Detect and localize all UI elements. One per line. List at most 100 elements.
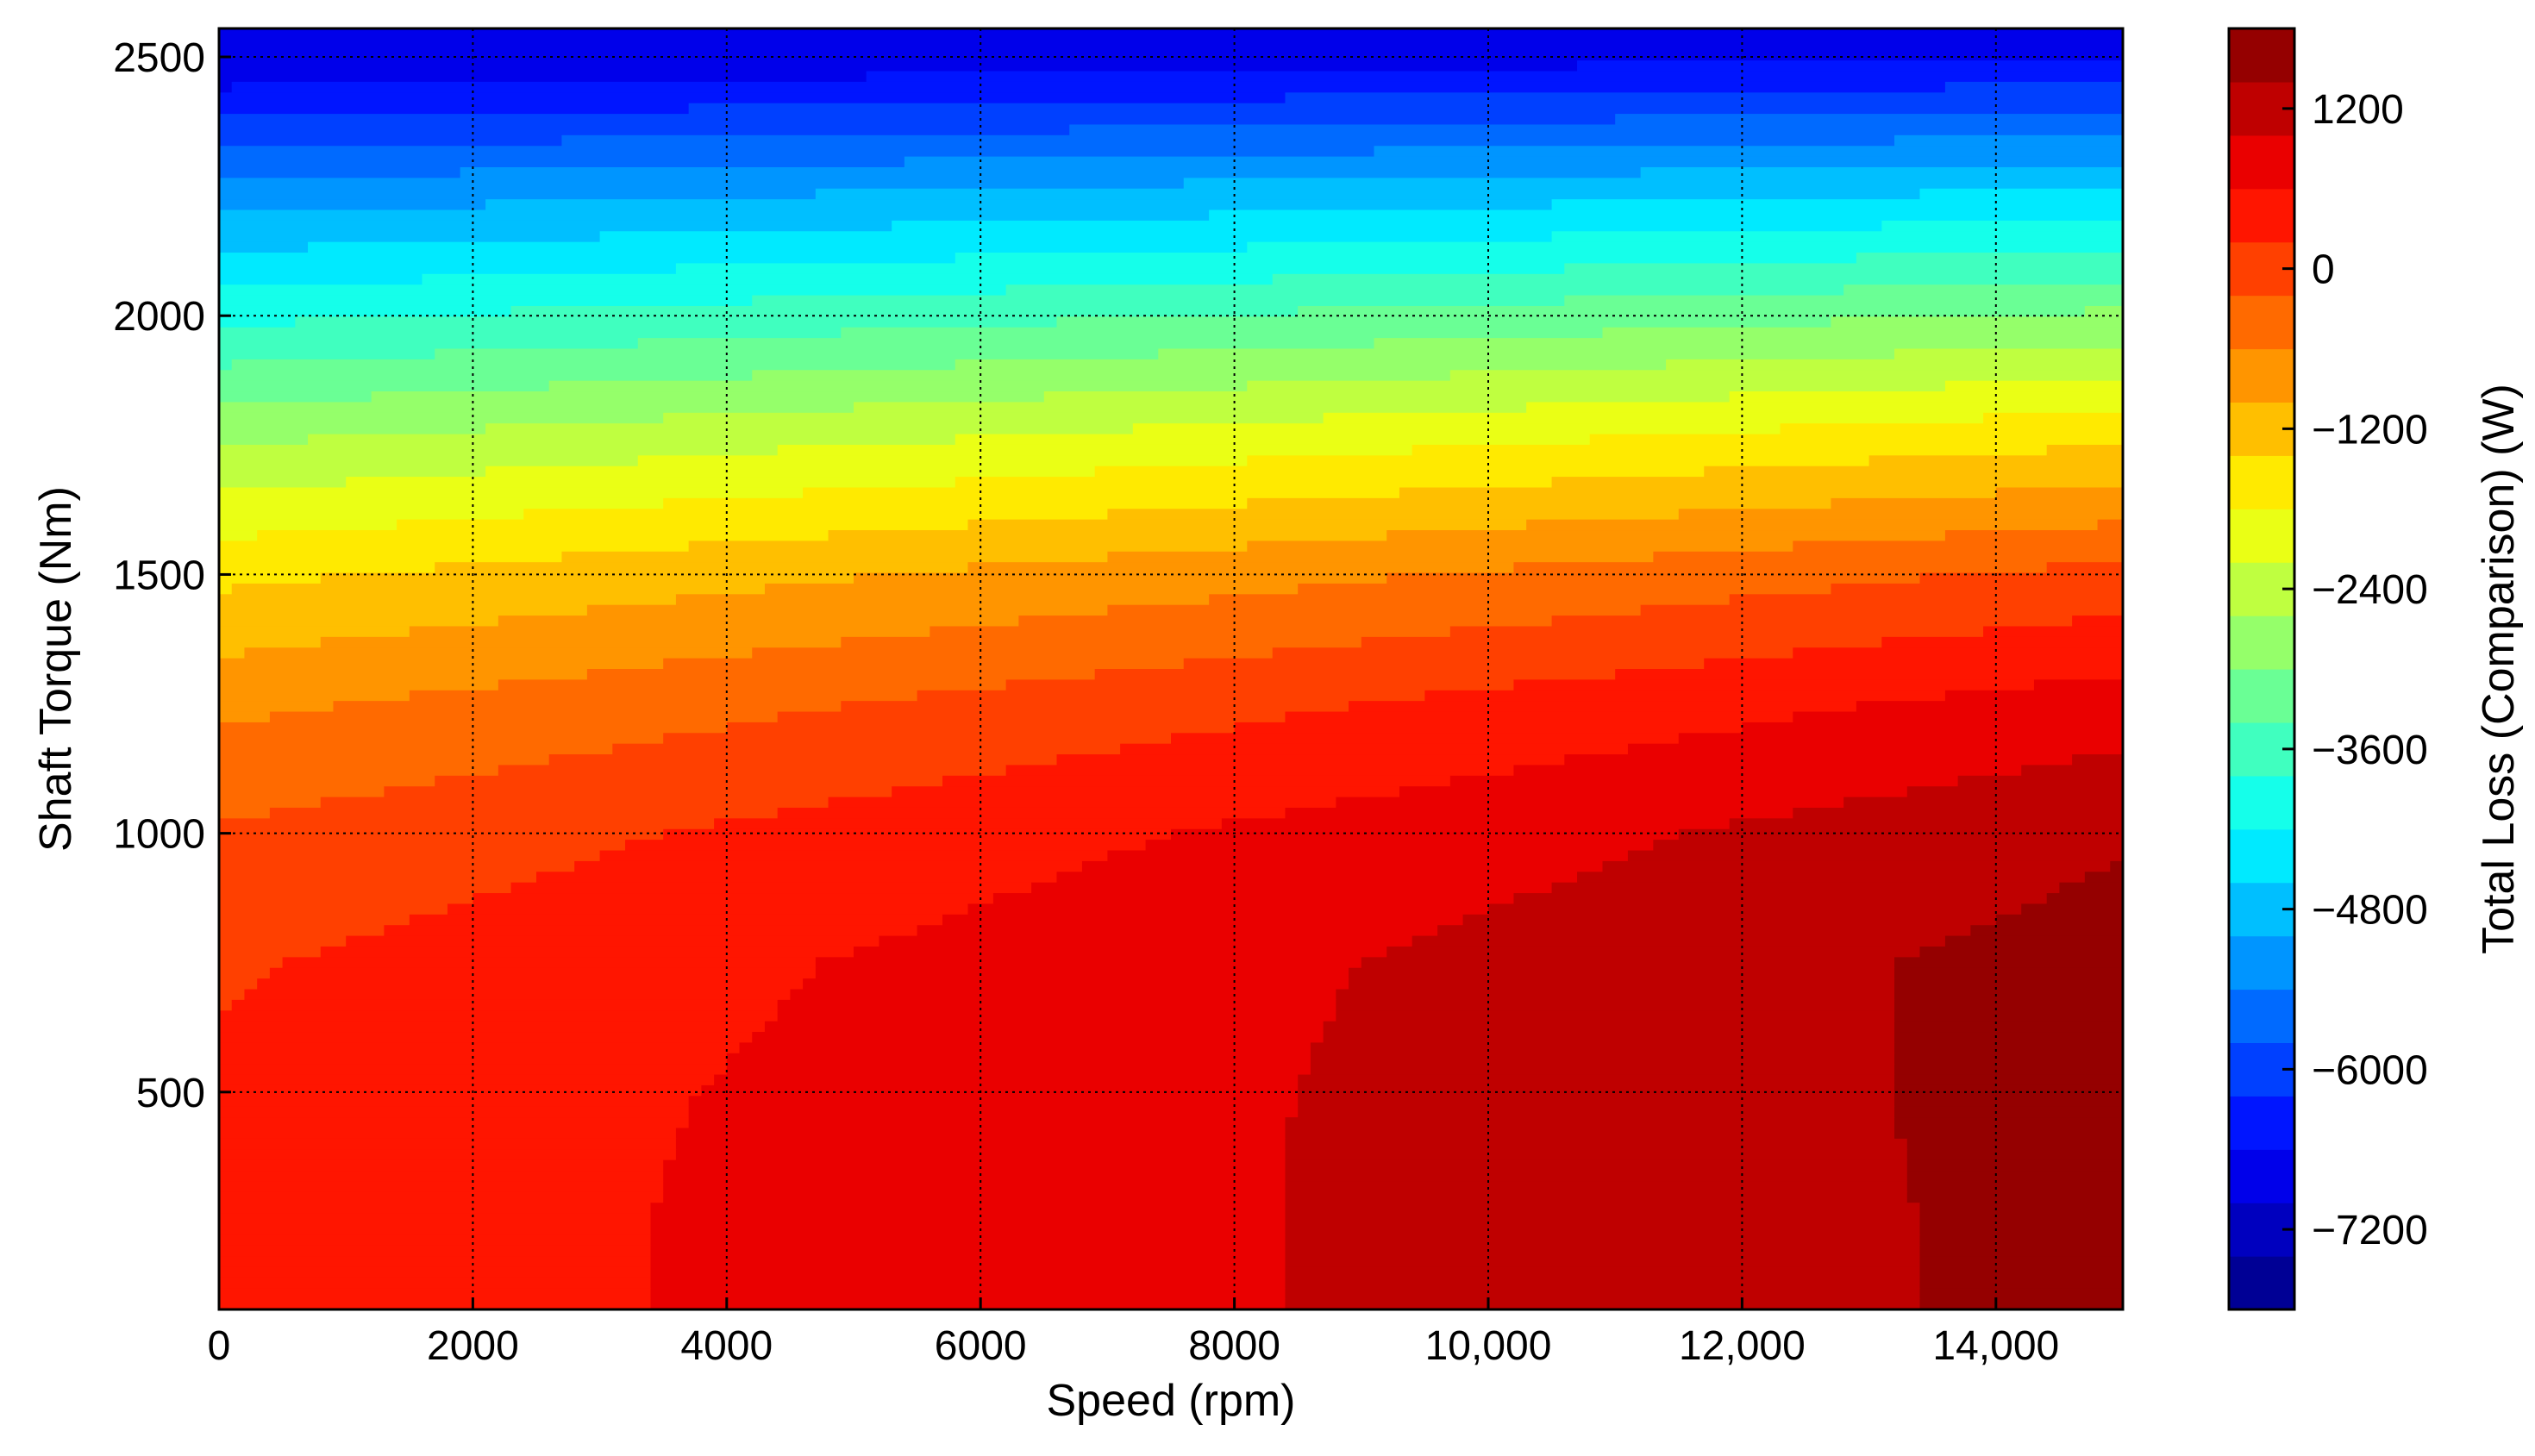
contour-band-cell [219,914,410,926]
contour-band-cell [777,999,1337,1012]
contour-band-cell [1919,1298,2123,1309]
contour-band-cell [1906,1191,2123,1203]
contour-band-cell [219,882,512,894]
contour-band-cell [219,893,474,905]
contour-band-cell [219,199,486,211]
contour-band-cell [1793,711,2123,723]
contour-band-cell [219,1288,652,1300]
contour-band-cell [219,263,677,275]
contour-band-cell [1564,263,2123,275]
contour-band-cell [2072,616,2123,628]
contour-band-cell [295,316,1058,328]
contour-band-cell [726,1053,1311,1065]
contour-band-cell [1285,1159,1908,1172]
contour-band-cell [219,49,2123,61]
contour-band-cell [701,1084,1299,1097]
contour-band-cell [2084,305,2123,318]
colorbar-band [2229,616,2294,670]
contour-band-cell [942,914,1464,926]
colorbar-band [2229,1256,2294,1310]
contour-band-cell [1906,1149,2123,1161]
colorbar-band [2229,295,2294,350]
x-axis: 0 2000 4000 6000 8000 10,000 12,000 14,000 [208,1297,2059,1369]
contour-band-cell [1145,840,1655,852]
grid-lines [219,28,2123,1309]
contour-band-cell [1831,583,2123,596]
contour-band-cell [1336,797,1844,809]
contour-band-cell [219,647,246,659]
contour-band-cell [650,1256,1286,1268]
contour-band-cell [1995,914,2123,926]
contour-band-cell [1526,402,2123,414]
contour-band-cell [219,1191,664,1203]
contour-band-cell [269,967,817,979]
contour-band-cell [967,903,1489,915]
colorbar-tick-label: −6000 [2312,1047,2428,1093]
contour-band-cell [1031,882,1553,894]
contour-band-cell [688,103,2123,115]
contour-band-cell [675,1138,1286,1151]
contour-band-cell [1843,797,2123,809]
contour-band-cell [561,551,1109,563]
contour-band-cell [1209,594,1731,606]
contour-band-cell [599,850,1109,862]
contour-band-cell [752,295,1566,307]
contour-band-cell [1526,519,2099,531]
contour-band-cell [244,647,754,659]
contour-band-cell [219,530,258,542]
contour-band-cell [866,71,2123,83]
contour-band-cell [219,1053,728,1065]
contour-band-cell [1894,967,2123,979]
contour-band-cell [1272,273,2123,285]
x-tick-label: 4000 [680,1323,773,1369]
contour-band-cell [219,39,2123,51]
contour-band-cell [688,1117,1286,1129]
contour-band-cell [320,797,829,809]
contour-band-cell [435,562,969,574]
contour-band-cell [892,786,1400,798]
contour-band-cell [219,1042,741,1054]
contour-band-cell [548,754,1058,766]
y-tick-label: 1500 [113,553,205,598]
contour-band-cell [269,711,779,723]
contour-band-cell [752,1032,1324,1044]
contour-band-cell [219,1159,664,1172]
contour-band-cell [1793,541,2123,553]
contour-band-cell [1906,1181,2123,1193]
contour-band-cell [231,583,766,596]
contour-band-cell [1107,509,1680,521]
contour-band-cell [219,583,233,596]
contour-band-cell [1399,786,1908,798]
contour-band-cell [219,626,410,638]
contour-band-cell [1285,1171,1908,1183]
contour-band-cell [219,220,892,233]
contour-band-cell [219,1096,690,1108]
contour-band-cell [1589,434,2123,446]
contour-band-cell [917,925,1438,937]
contour-band-cell [1894,957,2123,969]
contour-band-cell [371,391,1045,403]
contour-band-cell [1894,1074,2123,1086]
contour-band-cell [1323,1021,1895,1033]
contour-band-cell [219,946,322,959]
contour-band-cell [219,146,1375,158]
contour-band-cell [219,818,715,830]
contour-band-cell [1247,380,1946,392]
contour-band-cell [1094,669,1616,681]
contour-band-cell [1171,733,1680,745]
contour-band-cell [219,541,690,553]
contour-band-cell [219,81,233,94]
contour-band-cell [219,497,664,510]
contour-band-cell [1894,1032,2123,1044]
contour-band-cell [1005,679,1515,691]
contour-band-cell [1298,1106,1895,1118]
contour-band-cell [841,636,1362,649]
colorbar-band [2229,989,2294,1044]
contour-band-cell [1399,487,1997,499]
contour-band-cell [1627,743,2123,755]
contour-band-cell [2046,562,2123,574]
contour-band-cell [219,1084,703,1097]
contour-band-cell [219,391,372,403]
contour-band-cell [1919,1234,2123,1247]
contour-band-cell [219,594,677,606]
